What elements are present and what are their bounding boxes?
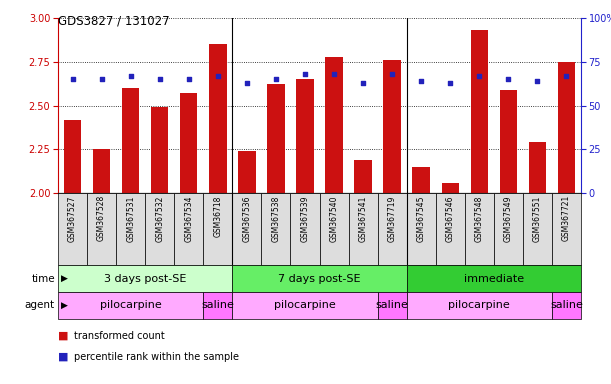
Bar xyxy=(407,265,581,292)
Text: GSM367546: GSM367546 xyxy=(446,195,455,242)
Text: GDS3827 / 131027: GDS3827 / 131027 xyxy=(58,14,170,27)
Bar xyxy=(523,193,552,265)
Bar xyxy=(442,182,459,193)
Bar xyxy=(558,62,575,193)
Text: GSM367539: GSM367539 xyxy=(301,195,310,242)
Bar xyxy=(436,193,465,265)
Bar xyxy=(465,193,494,265)
Bar xyxy=(145,193,174,265)
Point xyxy=(329,71,339,77)
Bar xyxy=(174,193,203,265)
Bar xyxy=(290,193,320,265)
Text: agent: agent xyxy=(25,301,55,311)
Bar xyxy=(529,142,546,193)
Bar xyxy=(354,160,372,193)
Bar xyxy=(348,193,378,265)
Text: GSM367719: GSM367719 xyxy=(387,195,397,242)
Text: transformed count: transformed count xyxy=(74,331,164,341)
Text: saline: saline xyxy=(202,301,234,311)
Bar xyxy=(262,193,290,265)
Bar xyxy=(122,88,139,193)
Bar xyxy=(470,30,488,193)
Bar xyxy=(87,193,116,265)
Text: GSM367721: GSM367721 xyxy=(562,195,571,242)
Point xyxy=(126,73,136,79)
Text: GSM367545: GSM367545 xyxy=(417,195,426,242)
Text: GSM367549: GSM367549 xyxy=(504,195,513,242)
Bar xyxy=(58,292,203,319)
Bar xyxy=(232,292,378,319)
Text: 3 days post-SE: 3 days post-SE xyxy=(104,273,186,283)
Text: GSM367534: GSM367534 xyxy=(185,195,193,242)
Text: saline: saline xyxy=(550,301,583,311)
Point xyxy=(416,78,426,84)
Bar xyxy=(407,292,552,319)
Bar xyxy=(552,292,581,319)
Point xyxy=(503,76,513,82)
Point xyxy=(387,71,397,77)
Text: ▶: ▶ xyxy=(61,274,68,283)
Bar xyxy=(267,84,285,193)
Bar xyxy=(407,193,436,265)
Bar xyxy=(500,90,517,193)
Bar xyxy=(151,107,169,193)
Point xyxy=(68,76,78,82)
Bar xyxy=(494,193,523,265)
Bar xyxy=(58,265,232,292)
Bar xyxy=(203,292,232,319)
Text: immediate: immediate xyxy=(464,273,524,283)
Bar xyxy=(384,60,401,193)
Text: ▶: ▶ xyxy=(61,301,68,310)
Point xyxy=(271,76,281,82)
Point xyxy=(97,76,106,82)
Bar xyxy=(378,292,407,319)
Text: GSM36718: GSM36718 xyxy=(213,195,222,237)
Bar xyxy=(232,265,407,292)
Point xyxy=(358,79,368,86)
Bar xyxy=(58,193,87,265)
Text: time: time xyxy=(31,273,55,283)
Bar xyxy=(325,56,343,193)
Point xyxy=(533,78,543,84)
Bar xyxy=(232,193,262,265)
Bar xyxy=(412,167,430,193)
Text: GSM367548: GSM367548 xyxy=(475,195,484,242)
Point xyxy=(300,71,310,77)
Text: GSM367540: GSM367540 xyxy=(329,195,338,242)
Point xyxy=(445,79,455,86)
Bar xyxy=(320,193,348,265)
Bar xyxy=(64,119,81,193)
Text: pilocarpine: pilocarpine xyxy=(448,301,510,311)
Text: 7 days post-SE: 7 days post-SE xyxy=(278,273,360,283)
Point xyxy=(213,73,222,79)
Text: GSM367527: GSM367527 xyxy=(68,195,77,242)
Bar xyxy=(296,79,313,193)
Bar xyxy=(180,93,197,193)
Text: GSM367532: GSM367532 xyxy=(155,195,164,242)
Text: GSM367536: GSM367536 xyxy=(243,195,251,242)
Point xyxy=(474,73,484,79)
Point xyxy=(562,73,571,79)
Bar xyxy=(238,151,255,193)
Point xyxy=(155,76,164,82)
Text: ■: ■ xyxy=(58,352,68,362)
Bar xyxy=(203,193,232,265)
Text: ■: ■ xyxy=(58,331,68,341)
Text: GSM367541: GSM367541 xyxy=(359,195,368,242)
Text: GSM367538: GSM367538 xyxy=(271,195,280,242)
Text: GSM367528: GSM367528 xyxy=(97,195,106,242)
Bar xyxy=(378,193,407,265)
Point xyxy=(242,79,252,86)
Text: GSM367551: GSM367551 xyxy=(533,195,542,242)
Bar xyxy=(209,44,227,193)
Text: pilocarpine: pilocarpine xyxy=(274,301,336,311)
Bar xyxy=(93,149,111,193)
Text: pilocarpine: pilocarpine xyxy=(100,301,161,311)
Bar xyxy=(116,193,145,265)
Text: saline: saline xyxy=(376,301,409,311)
Text: GSM367531: GSM367531 xyxy=(126,195,135,242)
Bar xyxy=(552,193,581,265)
Text: percentile rank within the sample: percentile rank within the sample xyxy=(74,352,239,362)
Point xyxy=(184,76,194,82)
